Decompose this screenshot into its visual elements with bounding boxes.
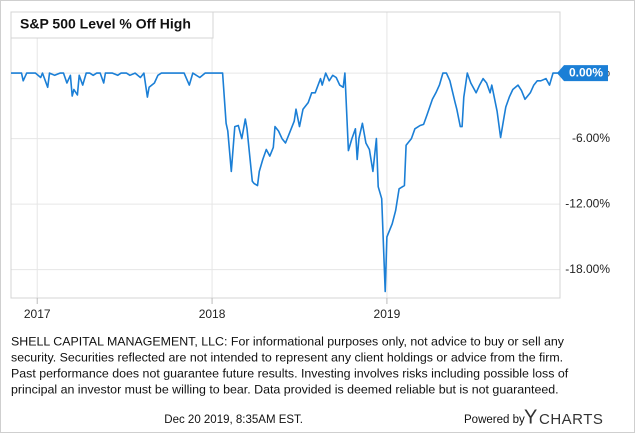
y-tick-label: -6.00% — [572, 131, 610, 145]
title-box — [10, 11, 214, 39]
series-line — [11, 72, 559, 293]
plot-frame — [10, 11, 561, 299]
disclaimer-line: principal an investor must be willing to… — [11, 382, 559, 396]
x-tick-label: 2019 — [374, 307, 401, 321]
timestamp: Dec 20 2019, 8:35AM EST. — [164, 414, 303, 426]
disclaimer-line: security. Securities reflected are not i… — [11, 350, 563, 364]
chart-title: S&P 500 Level % Off High — [20, 16, 191, 32]
x-tick-label: 2017 — [24, 307, 51, 321]
powered-by-label: Powered by — [464, 414, 525, 426]
x-tick-label: 2018 — [199, 307, 226, 321]
brand-name: CHARTS — [539, 411, 603, 428]
brand-initial: Y — [524, 406, 537, 428]
current-value-flag — [557, 65, 608, 82]
footer: SHELL CAPITAL MANAGEMENT, LLC: For infor… — [11, 334, 569, 396]
y-tick-label: -12.00% — [565, 196, 610, 210]
current-value-label: 0.00% — [569, 65, 603, 79]
disclaimer-line: SHELL CAPITAL MANAGEMENT, LLC: For infor… — [11, 334, 565, 348]
grid — [11, 12, 560, 298]
y-tick-label: -18.00% — [565, 262, 610, 276]
disclaimer-line: Past performance does not guarantee futu… — [11, 366, 569, 380]
